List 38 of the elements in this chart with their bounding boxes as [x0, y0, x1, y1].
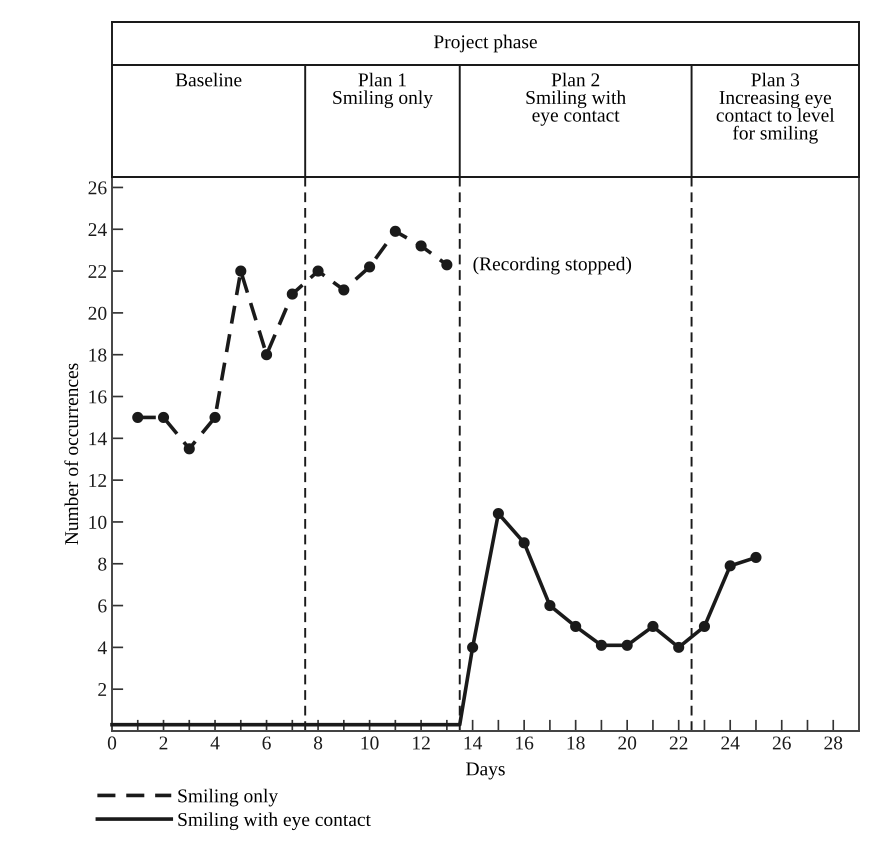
y-tick-label: 2 [98, 683, 106, 696]
x-tick-label: 28 [824, 736, 842, 750]
y-tick-label: 10 [89, 516, 106, 529]
x-tick-label: 4 [210, 736, 220, 750]
y-tick-label: 4 [98, 641, 107, 654]
x-tick-label: 16 [516, 736, 534, 750]
x-tick-label: 2 [160, 736, 168, 750]
x-axis-title: Days [466, 762, 505, 780]
text: Baseline [176, 72, 242, 86]
text: Plan 3 Increasing eye contact to level for smiling [716, 72, 834, 144]
y-tick-label: 12 [89, 474, 106, 487]
y-tick-label: 8 [98, 558, 106, 571]
y-tick-label: 6 [98, 599, 107, 613]
chart-title: Project phase [434, 34, 537, 52]
x-tick-label: 12 [413, 736, 430, 750]
y-tick-label: 22 [88, 264, 106, 278]
x-tick-label: 20 [618, 736, 636, 750]
annotation: (Recording stopped) [473, 256, 632, 274]
y-tick-label: 20 [88, 306, 106, 320]
x-tick-label: 18 [568, 736, 585, 750]
y-axis-title: Number of occurrences [64, 363, 78, 545]
x-tick-label: 0 [108, 736, 116, 750]
y-tick-label: 14 [89, 432, 107, 446]
x-tick-label: 24 [721, 736, 740, 750]
y-tick-label: 26 [88, 181, 107, 194]
y-tick-label: 16 [89, 390, 107, 404]
y-tick-label: 24 [88, 223, 107, 236]
x-tick-label: 14 [464, 736, 482, 750]
legend-label: Smiling only [178, 788, 278, 806]
text: Plan 2 Smiling with eye contact [526, 72, 626, 126]
y-tick-label: 18 [89, 348, 106, 362]
x-tick-label: 8 [314, 736, 322, 750]
text: Plan 1 Smiling only [333, 72, 433, 108]
x-tick-label: 10 [362, 736, 379, 750]
legend-label: Smiling with eye contact [178, 812, 371, 830]
x-tick-label: 22 [670, 736, 688, 750]
x-tick-label: 26 [772, 736, 791, 750]
x-tick-label: 6 [262, 736, 271, 750]
